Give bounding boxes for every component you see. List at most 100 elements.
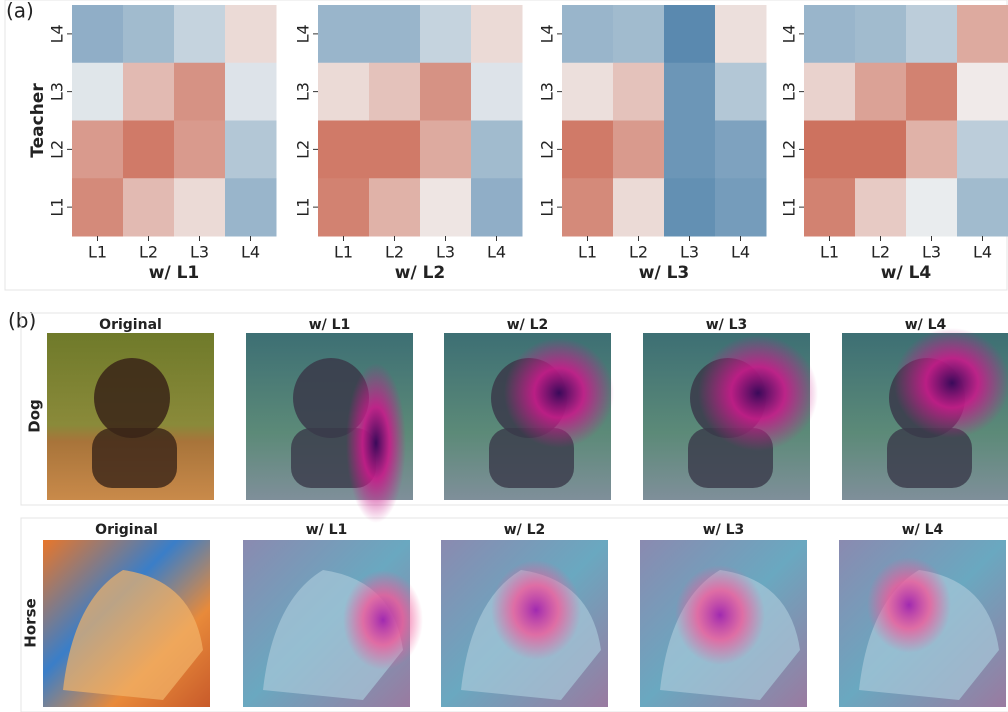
heatmap-cell <box>369 120 421 179</box>
x-axis-label: w/ L3 <box>639 263 690 283</box>
heatmap-cell <box>906 178 958 237</box>
x-tick-label: L2 <box>629 243 648 262</box>
heatmap-cell <box>471 120 523 179</box>
heatmap-cell <box>369 178 421 237</box>
heatmap-cell <box>664 120 716 179</box>
heatmap-cell <box>318 120 370 179</box>
y-tick-label: L2 <box>48 140 67 159</box>
heatmap-cell <box>420 178 472 237</box>
x-tick-label: L1 <box>820 243 839 262</box>
heatmap-cell <box>906 120 958 179</box>
image-title: w/ L1 <box>306 522 348 538</box>
y-tick-label: L1 <box>538 198 557 217</box>
heatmap-cell <box>318 62 370 121</box>
heat-region <box>675 565 765 665</box>
heatmap-cell <box>72 5 124 64</box>
y-tick-label: L3 <box>538 82 557 101</box>
image-title: w/ L3 <box>706 317 748 333</box>
heatmap-cell <box>562 120 614 179</box>
original-image <box>43 540 210 707</box>
heatmap-cell <box>369 62 421 121</box>
heatmap-cell <box>562 5 614 64</box>
heatmap-cell <box>804 178 856 237</box>
x-tick-label: L4 <box>241 243 260 262</box>
image-title: w/ L2 <box>504 522 546 538</box>
image-title: w/ L2 <box>507 317 549 333</box>
y-tick-label: L2 <box>294 140 313 159</box>
original-image <box>47 333 214 500</box>
x-tick-label: L1 <box>578 243 597 262</box>
heat-region <box>504 338 614 448</box>
heatmap-cell <box>715 5 767 64</box>
heatmap-cell <box>957 120 1008 179</box>
heatmap-cell <box>906 5 958 64</box>
gradcam-image <box>842 328 1008 500</box>
heatmap-cell <box>123 120 175 179</box>
heatmap-cell <box>957 62 1008 121</box>
gradcam-image <box>444 333 614 500</box>
x-tick-label: L3 <box>436 243 455 262</box>
heatmap-cell <box>72 62 124 121</box>
heatmap-cell <box>123 178 175 237</box>
y-tick-label: L4 <box>294 24 313 43</box>
heatmap-cell <box>906 62 958 121</box>
heatmap-cell <box>715 178 767 237</box>
dog-legs <box>887 428 972 488</box>
heatmap-cell <box>72 178 124 237</box>
heatmap-cell <box>562 178 614 237</box>
gradcam-image <box>839 540 1006 707</box>
y-axis-label: Teacher <box>28 83 48 158</box>
heatmap-cell <box>664 62 716 121</box>
heatmap-cell <box>420 120 472 179</box>
x-tick-label: L1 <box>88 243 107 262</box>
heatmap-cell <box>420 62 472 121</box>
image-title: w/ L4 <box>905 317 947 333</box>
heatmap-cell <box>715 120 767 179</box>
image-title: w/ L3 <box>703 522 745 538</box>
heatmap-cell <box>123 5 175 64</box>
heatmap-cell <box>613 62 665 121</box>
y-tick-label: L1 <box>780 198 799 217</box>
heatmap-cell <box>664 178 716 237</box>
heatmap-cell <box>318 178 370 237</box>
x-axis-label: w/ L1 <box>149 263 200 283</box>
heatmap-cell <box>715 62 767 121</box>
row-frame <box>20 312 1008 506</box>
row-frame <box>20 517 1008 712</box>
image-title: w/ L4 <box>902 522 944 538</box>
heatmap-cell <box>225 62 277 121</box>
x-tick-label: L2 <box>139 243 158 262</box>
row-label: Dog <box>26 399 44 433</box>
x-tick-label: L4 <box>731 243 750 262</box>
y-tick-label: L2 <box>538 140 557 159</box>
heatmap-cell <box>174 62 226 121</box>
dog-shape <box>94 358 170 438</box>
heatmap-cell <box>664 5 716 64</box>
heatmap-cell <box>855 5 907 64</box>
heatmap-cell <box>957 178 1008 237</box>
heatmap-cell <box>72 120 124 179</box>
heatmap-cell <box>804 5 856 64</box>
heatmap-cell <box>471 5 523 64</box>
panel-label: (a) <box>6 0 34 23</box>
image-title: Original <box>99 317 162 333</box>
x-axis-label: w/ L2 <box>395 263 446 283</box>
y-tick-label: L2 <box>780 140 799 159</box>
x-tick-label: L3 <box>680 243 699 262</box>
heat-region <box>698 335 818 451</box>
y-tick-label: L3 <box>294 82 313 101</box>
gradcam-image <box>640 540 807 707</box>
heatmap-cell <box>855 178 907 237</box>
gradcam-image <box>246 333 413 523</box>
y-tick-label: L3 <box>780 82 799 101</box>
y-tick-label: L1 <box>294 198 313 217</box>
horse-shape <box>63 570 203 700</box>
heatmap-cell <box>804 120 856 179</box>
gradcam-image <box>441 540 608 707</box>
heatmap-cell <box>225 178 277 237</box>
heatmap-cell <box>804 62 856 121</box>
heatmap-cell <box>174 120 226 179</box>
heatmap-cell <box>369 5 421 64</box>
heatmap-cell <box>225 5 277 64</box>
